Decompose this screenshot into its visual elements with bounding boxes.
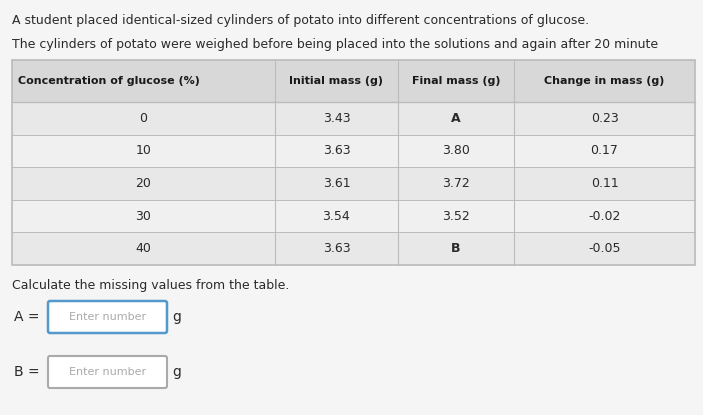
Text: B =: B =: [14, 365, 39, 379]
Text: Enter number: Enter number: [69, 367, 146, 377]
Text: 30: 30: [136, 210, 151, 222]
Bar: [12, 134, 695, 167]
Text: Enter number: Enter number: [69, 312, 146, 322]
Text: 10: 10: [136, 144, 151, 157]
Text: g: g: [172, 310, 181, 324]
Text: 3.61: 3.61: [323, 177, 350, 190]
Text: g: g: [172, 365, 181, 379]
Text: B: B: [451, 242, 460, 255]
Text: The cylinders of potato were weighed before being placed into the solutions and : The cylinders of potato were weighed bef…: [12, 38, 658, 51]
Text: 3.63: 3.63: [323, 242, 350, 255]
Bar: [12, 102, 695, 134]
FancyBboxPatch shape: [48, 356, 167, 388]
Text: 3.52: 3.52: [442, 210, 470, 222]
Text: 0.11: 0.11: [591, 177, 619, 190]
Text: 0: 0: [139, 112, 148, 125]
Text: 3.63: 3.63: [323, 144, 350, 157]
Bar: [12, 60, 695, 265]
Text: Final mass (g): Final mass (g): [412, 76, 501, 86]
Text: -0.02: -0.02: [588, 210, 621, 222]
Text: Initial mass (g): Initial mass (g): [290, 76, 383, 86]
Bar: [12, 232, 695, 265]
Text: 3.72: 3.72: [442, 177, 470, 190]
Text: 3.43: 3.43: [323, 112, 350, 125]
Text: 40: 40: [136, 242, 151, 255]
Text: 3.54: 3.54: [323, 210, 350, 222]
Text: 3.80: 3.80: [442, 144, 470, 157]
Text: Calculate the missing values from the table.: Calculate the missing values from the ta…: [12, 279, 290, 292]
Text: Change in mass (g): Change in mass (g): [544, 76, 665, 86]
Bar: [12, 60, 695, 102]
Text: Concentration of glucose (%): Concentration of glucose (%): [18, 76, 200, 86]
Text: -0.05: -0.05: [588, 242, 621, 255]
Text: A: A: [451, 112, 460, 125]
Text: A =: A =: [14, 310, 39, 324]
Text: 0.17: 0.17: [591, 144, 619, 157]
Text: 20: 20: [136, 177, 151, 190]
FancyBboxPatch shape: [48, 301, 167, 333]
Bar: [12, 200, 695, 232]
Text: 0.23: 0.23: [591, 112, 619, 125]
Text: A student placed identical-sized cylinders of potato into different concentratio: A student placed identical-sized cylinde…: [12, 14, 589, 27]
Bar: [12, 167, 695, 200]
